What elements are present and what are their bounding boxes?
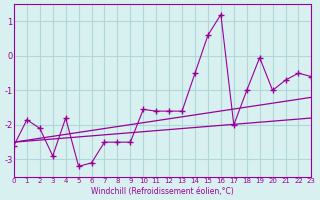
X-axis label: Windchill (Refroidissement éolien,°C): Windchill (Refroidissement éolien,°C) bbox=[91, 187, 234, 196]
